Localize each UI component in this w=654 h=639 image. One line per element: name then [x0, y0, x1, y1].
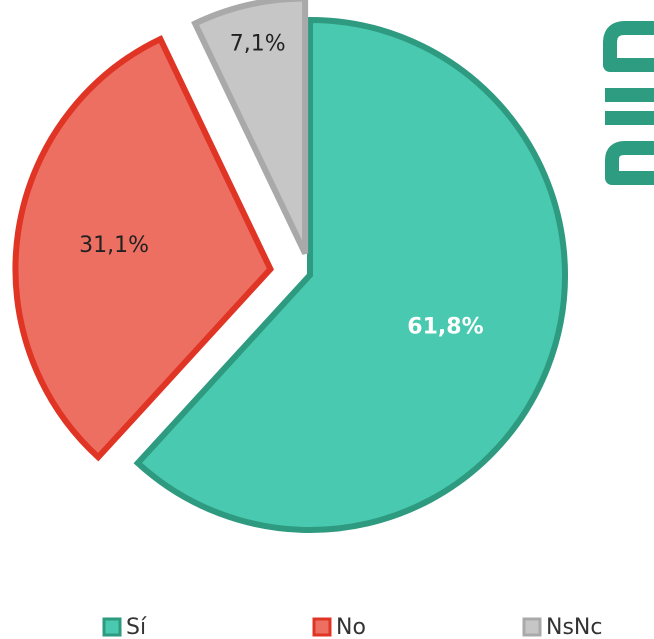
decorative-icon [603, 21, 654, 185]
legend-swatch [102, 617, 122, 637]
pie-slice [133, 16, 568, 533]
legend-label: NsNc [546, 615, 602, 639]
legend: Sí No NsNc [102, 615, 602, 639]
data-label: 61,8% [407, 315, 483, 340]
pie-slice [191, 0, 309, 255]
icon-stroke [605, 141, 654, 185]
pie-slice [12, 35, 275, 462]
legend-swatch [522, 617, 542, 637]
data-label: 31,1% [79, 233, 149, 258]
legend-swatch [312, 617, 332, 637]
icon-stroke [605, 88, 654, 125]
pie: 61,8% 31,1% 7,1% [12, 0, 568, 533]
legend-label: No [336, 615, 366, 639]
icon-stroke [603, 21, 654, 72]
data-label: 7,1% [230, 32, 286, 57]
legend-label: Sí [126, 615, 147, 639]
